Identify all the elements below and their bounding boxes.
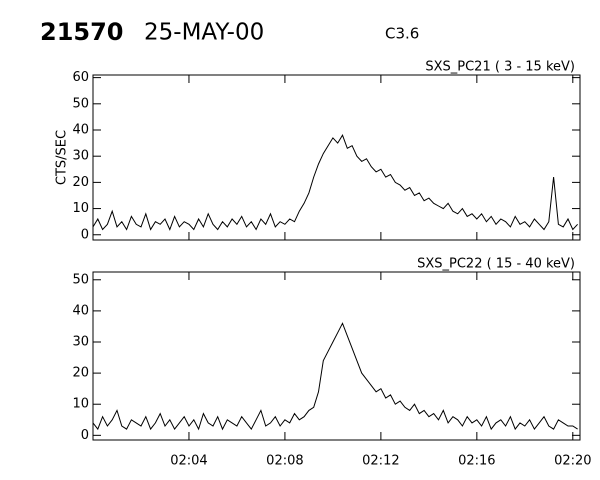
y-tick-label: 60 <box>72 70 89 85</box>
y-tick-label: 40 <box>72 123 89 138</box>
x-tick-label: 02:16 <box>458 454 495 469</box>
y-tick-label: 50 <box>72 272 89 287</box>
y-axis-label: CTS/SEC <box>55 130 70 185</box>
plot-frame <box>92 271 581 441</box>
y-tick-label: 20 <box>72 366 89 381</box>
y-tick-label: 50 <box>72 96 89 111</box>
panel-title: SXS_PC21 ( 3 - 15 keV) <box>425 60 575 75</box>
chart-title: 21570 <box>40 18 124 46</box>
y-tick-label: 20 <box>72 175 89 190</box>
x-tick-label: 02:20 <box>554 454 591 469</box>
x-tick-label: 02:04 <box>170 454 207 469</box>
plot-frame <box>92 74 581 241</box>
y-tick-label: 10 <box>72 397 89 412</box>
x-tick-label: 02:08 <box>266 454 303 469</box>
annotation: C3.6 <box>385 25 419 43</box>
x-tick-label: 02:12 <box>362 454 399 469</box>
data-line <box>92 134 578 231</box>
y-tick-label: 0 <box>81 428 89 443</box>
y-tick-label: 30 <box>72 149 89 164</box>
y-tick-label: 10 <box>72 201 89 216</box>
y-tick-label: 0 <box>81 227 89 242</box>
y-tick-label: 30 <box>72 335 89 350</box>
y-tick-label: 40 <box>72 303 89 318</box>
data-line <box>92 322 578 431</box>
panel-title: SXS_PC22 ( 15 - 40 keV) <box>417 257 575 272</box>
chart-subtitle: 25-MAY-00 <box>144 20 264 46</box>
